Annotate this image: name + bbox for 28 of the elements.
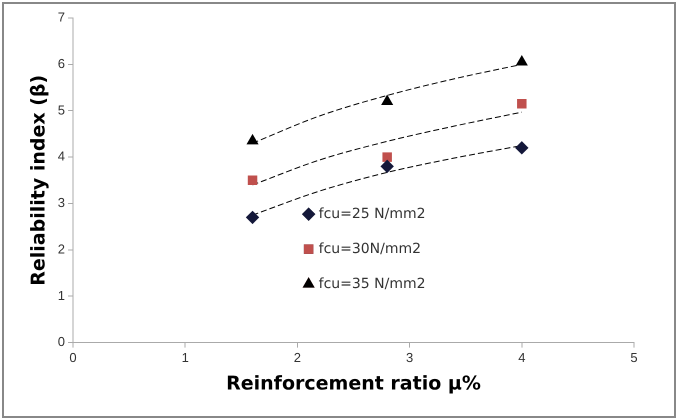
- point: [380, 160, 394, 173]
- x-tick-label: 1: [182, 350, 189, 365]
- point: [382, 152, 392, 162]
- point: [381, 94, 393, 105]
- point: [246, 210, 260, 224]
- legend-label: fcu=35 N/mm2: [318, 276, 426, 292]
- y-tick-label: 6: [58, 56, 66, 71]
- point: [246, 134, 258, 144]
- y-tick-label: 2: [58, 241, 66, 256]
- y-tick-label: 0: [58, 334, 66, 350]
- point: [516, 56, 528, 66]
- y-tick-label: 1: [58, 288, 66, 303]
- y-axis-title: Reliability index (β): [27, 74, 50, 286]
- legend-label: fcu=30N/mm2: [318, 240, 422, 257]
- point: [248, 176, 258, 186]
- point: [515, 141, 528, 154]
- y-tick-label: 3: [58, 195, 66, 210]
- x-axis-title: Reinforcement ratio μ%: [226, 372, 481, 395]
- y-tick-label: 5: [58, 102, 66, 118]
- x-tick-label: 4: [518, 350, 526, 365]
- x-tick-label: 2: [294, 350, 302, 365]
- x-tick-label: 5: [630, 350, 638, 365]
- y-tick-label: 7: [58, 10, 66, 25]
- x-tick-label: 3: [406, 350, 414, 365]
- legend-label: fcu=25 N/mm2: [318, 206, 426, 222]
- point: [517, 99, 527, 109]
- y-tick-label: 4: [58, 148, 66, 164]
- x-tick-label: 0: [69, 350, 77, 365]
